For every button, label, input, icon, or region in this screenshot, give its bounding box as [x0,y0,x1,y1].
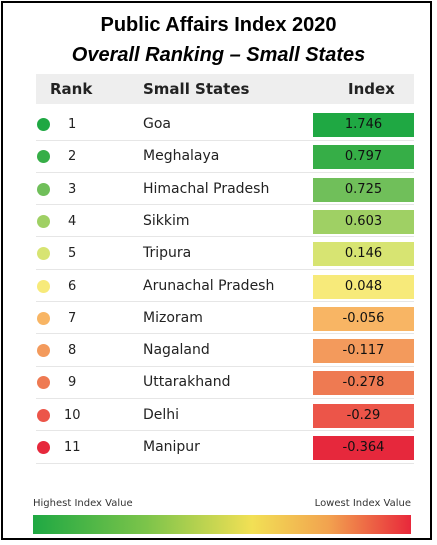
state-name: Manipur [143,439,200,455]
rank-dot [37,376,50,390]
index-value-cell: 0.725 [313,177,414,202]
rank-dot [37,118,50,131]
index-value-cell: -0.29 [313,403,414,428]
chart-subtitle: Overall Ranking – Small States [71,44,366,66]
row-separator [36,365,414,367]
row-separator [36,171,414,173]
index-value-cell: -0.117 [313,339,414,364]
state-name: Arunachal Pradesh [143,277,275,294]
index-value-cell: 0.797 [313,145,414,170]
rank-value: 2 [68,149,77,165]
rank-dot [37,247,50,261]
state-name: Uttarakhand [143,374,231,391]
rank-value: 3 [68,181,77,197]
index-value-cell: 0.048 [313,274,414,299]
table-header [36,74,414,104]
rank-value: 7 [68,310,77,326]
column-header-rank: Rank [50,80,93,98]
rank-value: 8 [68,343,77,359]
rank-dot [37,150,50,164]
state-name: Tripura [143,245,192,262]
index-value-cell: 0.603 [313,209,414,234]
legend-high-label: Highest Index Value [33,498,133,509]
row-separator [36,430,414,432]
state-name: Mizoram [143,309,203,326]
row-separator [36,397,414,399]
legend-gradient-bar [33,515,411,534]
rank-dot [37,344,50,358]
row-separator [36,462,414,464]
column-header-state: Small States [143,80,250,98]
state-name: Sikkim [143,212,190,229]
legend-low-label: Lowest Index Value [314,498,411,509]
row-separator [36,204,414,206]
rank-value: 1 [68,117,77,132]
state-name: Himachal Pradesh [143,180,270,197]
rank-dot [37,408,50,422]
chart-title: Public Affairs Index 2020 [100,14,337,36]
state-name: Goa [143,116,171,132]
index-value-cell: -0.056 [313,306,414,331]
column-header-index: Index [348,80,395,98]
row-separator [36,301,414,302]
rank-dot [37,182,50,196]
state-name: Meghalaya [143,148,220,165]
index-value-cell: 1.746 [313,113,414,137]
rank-value: 5 [68,246,77,262]
rank-dot [37,214,50,228]
rank-dot [37,311,50,325]
state-name: Delhi [143,406,180,423]
row-separator [36,268,414,270]
row-separator [36,139,414,141]
index-value-cell: -0.278 [313,371,414,396]
row-separator [36,236,414,238]
rank-dot [37,279,50,293]
state-name: Nagaland [143,342,210,359]
row-separator [36,333,414,335]
rank-value: 9 [68,375,77,391]
rank-value: 6 [68,278,77,294]
index-value-cell: -0.364 [313,436,414,460]
rank-value: 4 [68,213,77,229]
index-value-cell: 0.146 [313,242,414,267]
rank-value: 11 [64,440,81,455]
rank-dot [37,441,50,454]
rank-value: 10 [64,407,81,423]
